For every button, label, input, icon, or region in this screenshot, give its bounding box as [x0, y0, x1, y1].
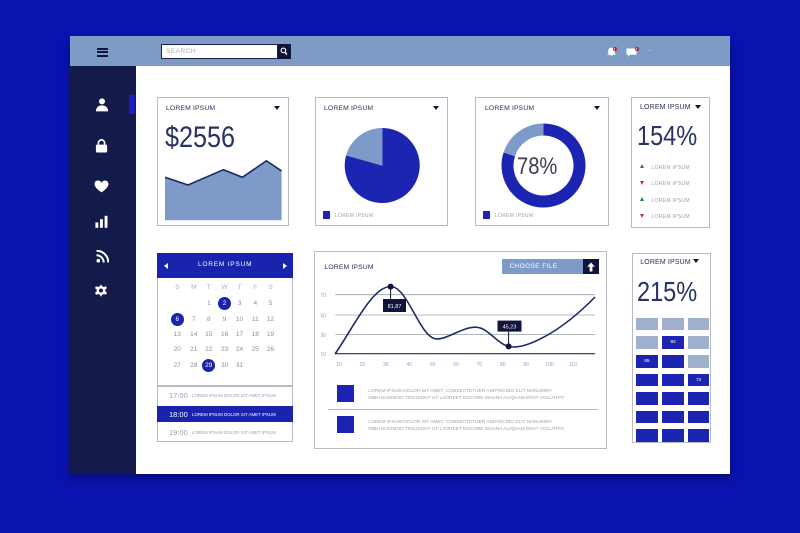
svg-text:80: 80	[500, 362, 506, 368]
svg-text:10: 10	[336, 362, 342, 368]
svg-text:10: 10	[320, 352, 326, 358]
svg-text:50: 50	[320, 313, 326, 319]
svg-text:20: 20	[360, 362, 366, 368]
svg-text:45,23: 45,23	[503, 324, 517, 330]
svg-text:110: 110	[569, 362, 577, 368]
svg-text:70: 70	[320, 293, 326, 299]
svg-text:30: 30	[320, 333, 326, 339]
svg-text:40: 40	[406, 362, 412, 368]
svg-text:60: 60	[453, 362, 459, 368]
svg-text:81,87: 81,87	[388, 304, 402, 310]
svg-text:100: 100	[545, 362, 554, 368]
svg-text:30: 30	[383, 362, 389, 368]
svg-text:50: 50	[430, 362, 436, 368]
svg-text:70: 70	[477, 362, 483, 368]
svg-text:90: 90	[523, 362, 529, 368]
